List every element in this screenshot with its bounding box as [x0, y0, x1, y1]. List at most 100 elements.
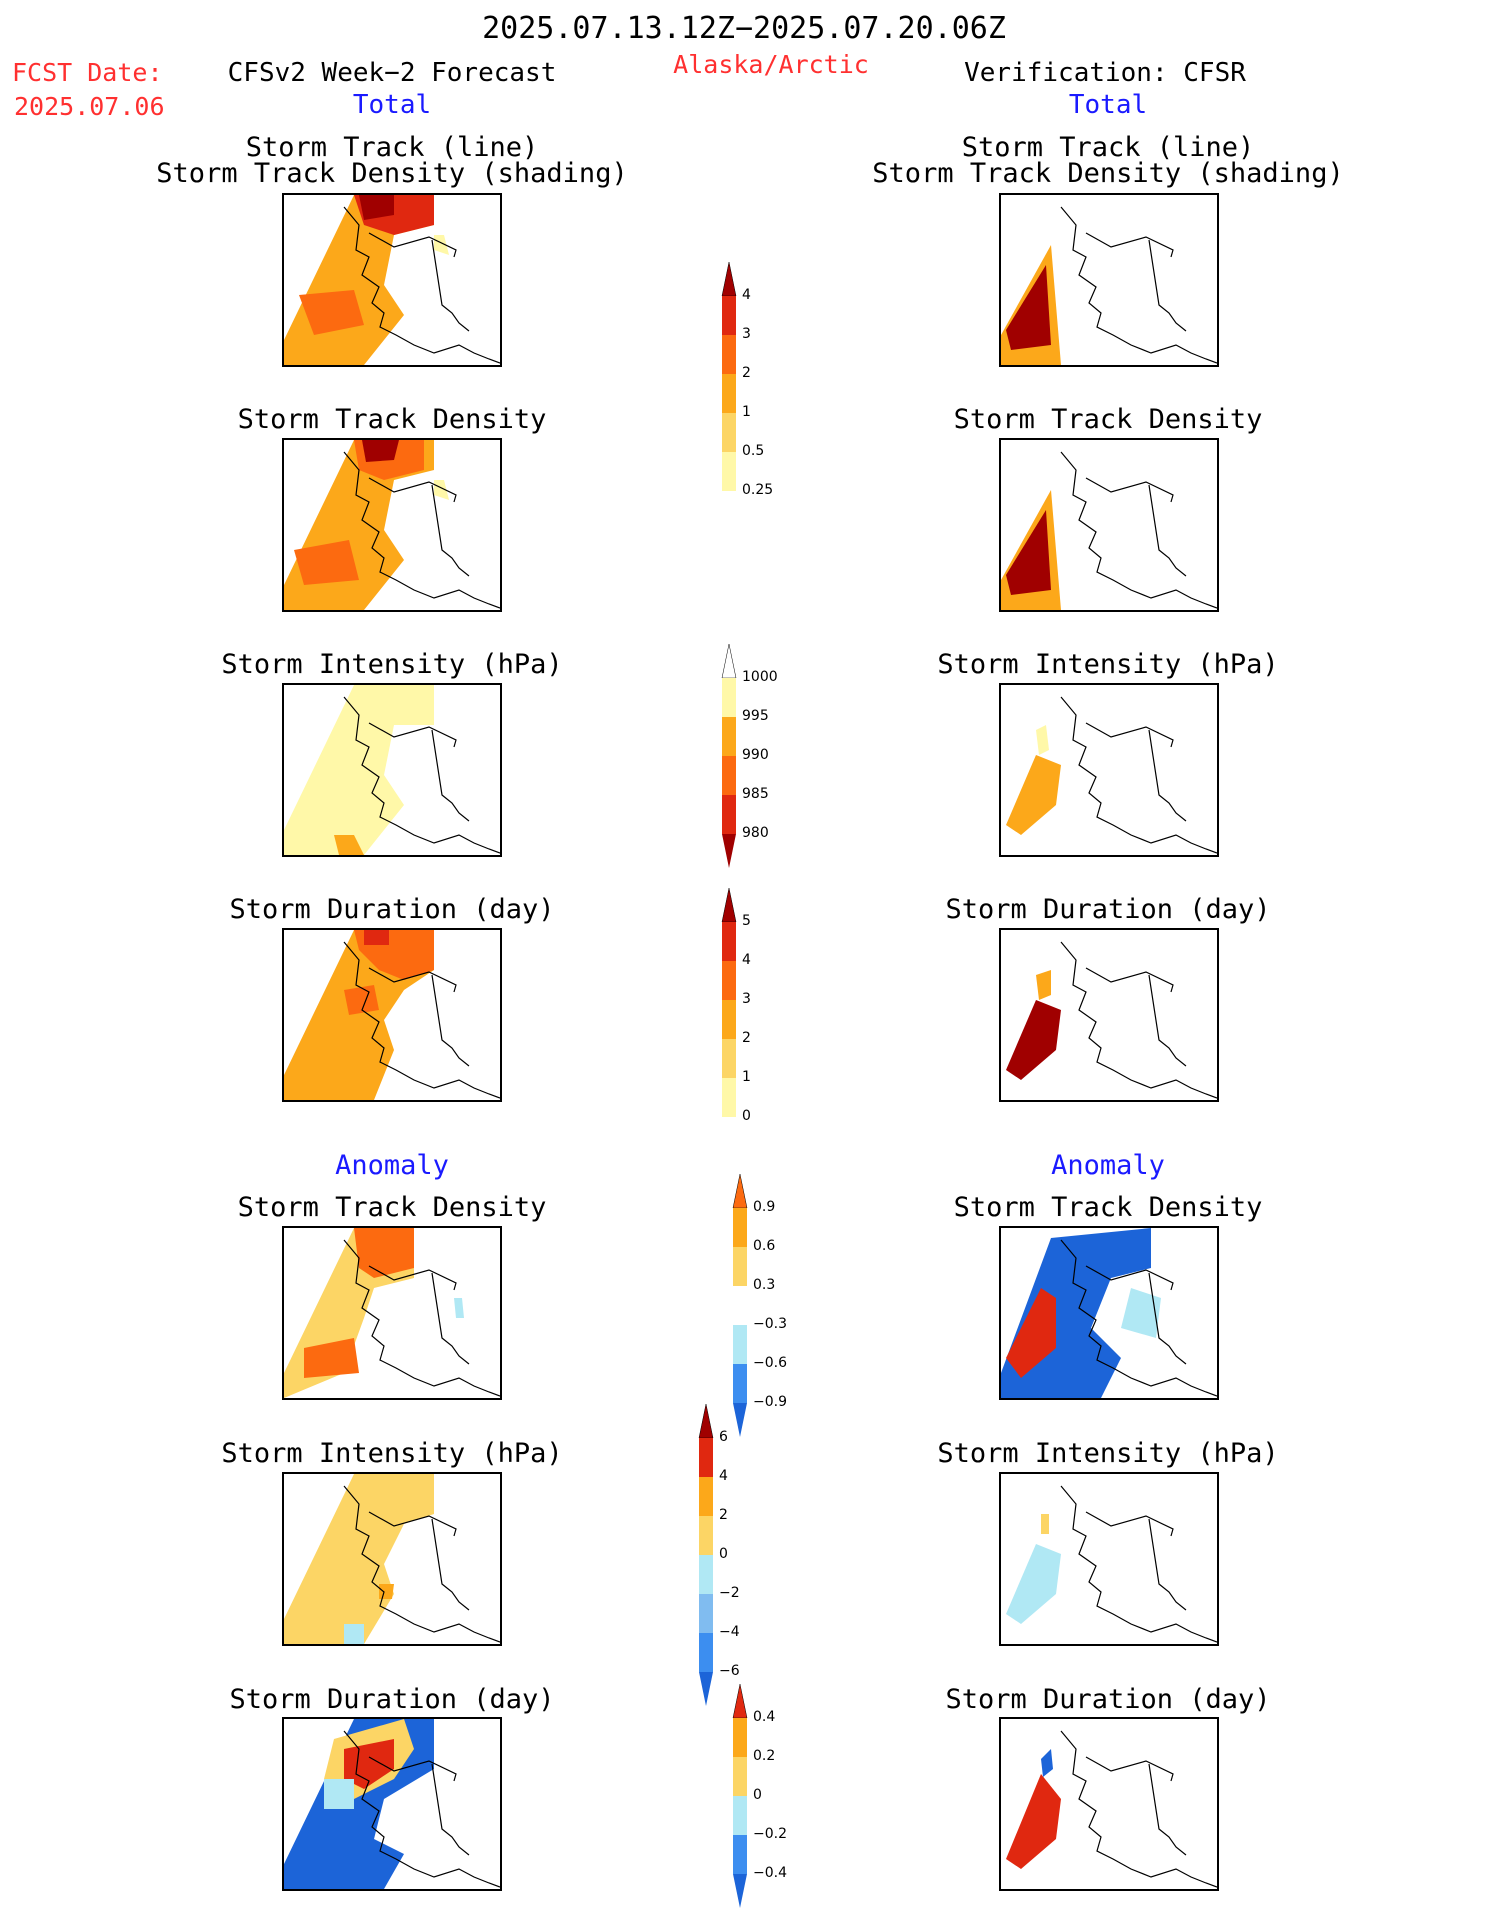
- map-verif-duration-anom: [999, 1717, 1219, 1891]
- colorbar-segment: [699, 1516, 713, 1555]
- colorbar-tick-label: −0.3: [753, 1316, 787, 1332]
- colorbar-tick-label: 4: [742, 287, 751, 303]
- shaded-region: [1006, 265, 1051, 350]
- coastline: [1085, 1756, 1174, 1782]
- colorbar-segment: [733, 1286, 747, 1325]
- coastline: [368, 232, 457, 258]
- colorbar-tick-label: −4: [719, 1624, 740, 1640]
- map-verif-density-total: [999, 438, 1219, 612]
- coastline: [368, 1511, 457, 1537]
- shaded-region: [364, 930, 389, 945]
- border-line: [1148, 484, 1187, 577]
- colorbar-segment: [699, 1438, 713, 1477]
- shaded-region: [359, 195, 394, 220]
- anomaly-label-left: Anomaly: [335, 1150, 449, 1181]
- map-fcst-density-anom: [282, 1226, 502, 1400]
- coastline: [1060, 206, 1217, 364]
- map-fcst-intensity-total: [282, 683, 502, 857]
- colorbar-tick-label: 0.2: [753, 1748, 776, 1764]
- shaded-region: [362, 440, 399, 462]
- colorbar-tick-label: −0.4: [753, 1865, 787, 1881]
- colorbar-svg: [732, 1683, 748, 1908]
- border-line: [431, 239, 470, 332]
- coastline: [1085, 477, 1174, 503]
- colorbar-bottom-arrow: [722, 1117, 736, 1151]
- title-r2: Storm Track Density: [953, 404, 1263, 435]
- shaded-region: [1036, 725, 1049, 755]
- shaded-region: [1121, 1288, 1161, 1338]
- title-r4: Storm Duration (day): [945, 894, 1271, 925]
- coastline: [368, 722, 457, 748]
- colorbar-segment: [722, 795, 736, 834]
- colorbar-tick-label: 985: [742, 786, 769, 802]
- title-l7: Storm Duration (day): [229, 1684, 555, 1715]
- colorbar-tick-label: 0.3: [753, 1277, 776, 1293]
- colorbar-segment: [733, 1757, 747, 1796]
- colorbar-segment: [722, 296, 736, 335]
- coastline: [343, 1239, 500, 1397]
- colorbar-tick-label: 2: [719, 1507, 728, 1523]
- border-line: [1148, 729, 1187, 822]
- shaded-region: [344, 1739, 394, 1789]
- colorbar-segment: [722, 413, 736, 452]
- map-fcst-density-total: [282, 438, 502, 612]
- border-line: [1148, 1518, 1187, 1611]
- title-r1-line2: Storm Track Density (shading): [872, 158, 1344, 189]
- title-l1-line2: Storm Track Density (shading): [156, 158, 628, 189]
- colorbar-tick-label: 0: [742, 1108, 751, 1124]
- colorbar-segment: [722, 335, 736, 374]
- shaded-region: [1006, 1774, 1061, 1869]
- colorbar-tick-label: 2: [742, 1030, 751, 1046]
- border-line: [1148, 974, 1187, 1067]
- colorbar-tick-label: 4: [719, 1468, 728, 1484]
- colorbar-track-density-total: 4 3 2 1 0.5 0.25: [720, 261, 800, 533]
- colorbar-bottom-arrow: [722, 491, 736, 525]
- border-line: [1148, 239, 1187, 332]
- coastline: [1060, 1239, 1217, 1397]
- title-r5: Storm Track Density: [953, 1192, 1263, 1223]
- title-l6: Storm Intensity (hPa): [221, 1438, 563, 1469]
- colorbar-top-arrow: [721, 261, 737, 297]
- colorbar-track-density-anom: 0.9 0.6 0.3 −0.3 −0.6 −0.9: [731, 1173, 811, 1445]
- colorbar-duration-anom: 0.4 0.2 0 −0.2 −0.4: [731, 1683, 811, 1916]
- colorbar-svg: [732, 1173, 748, 1437]
- colorbar-segment: [733, 1208, 747, 1247]
- border-line: [431, 729, 470, 822]
- colorbar-top-arrow: [732, 1173, 748, 1209]
- colorbar-tick-label: 5: [742, 913, 751, 929]
- fcst-date-label: FCST Date:: [12, 58, 163, 87]
- coastline: [368, 967, 457, 993]
- colorbar-intensity-anom: 6 4 2 0 −2 −4 −6: [697, 1403, 777, 1714]
- title-l5: Storm Track Density: [237, 1192, 547, 1223]
- verification-title: Verification: CFSR: [964, 58, 1246, 88]
- colorbar-top-arrow: [732, 1683, 748, 1719]
- colorbar-tick-label: 4: [742, 952, 751, 968]
- shaded-region: [354, 1228, 414, 1278]
- colorbar-tick-label: 1: [742, 404, 751, 420]
- border-line: [431, 974, 470, 1067]
- coastline: [368, 1265, 457, 1291]
- map-verif-density-anom: [999, 1226, 1219, 1400]
- colorbar-segment: [733, 1835, 747, 1874]
- colorbar-tick-label: −2: [719, 1585, 740, 1601]
- shaded-region: [299, 290, 364, 335]
- shaded-region: [1006, 1000, 1061, 1080]
- colorbar-segment: [722, 756, 736, 795]
- forecast-total-label: Total: [352, 90, 432, 120]
- colorbar-tick-label: −0.6: [753, 1355, 787, 1371]
- coastline: [368, 1756, 457, 1782]
- colorbar-tick-label: 0.9: [753, 1199, 776, 1215]
- title-l1-line1: Storm Track (line): [245, 132, 539, 163]
- colorbar-tick-label: 0.4: [753, 1709, 776, 1725]
- colorbar-svg: [721, 643, 737, 868]
- coastline: [368, 477, 457, 503]
- title-l4: Storm Duration (day): [229, 894, 555, 925]
- shaded-region: [1006, 755, 1061, 835]
- shaded-region: [379, 1584, 394, 1599]
- shaded-region: [434, 235, 449, 255]
- colorbar-bottom-arrow: [733, 1403, 747, 1437]
- border-line: [431, 1763, 470, 1856]
- border-line: [431, 484, 470, 577]
- map-fcst-intensity-anom: [282, 1472, 502, 1646]
- colorbar-segment: [699, 1633, 713, 1672]
